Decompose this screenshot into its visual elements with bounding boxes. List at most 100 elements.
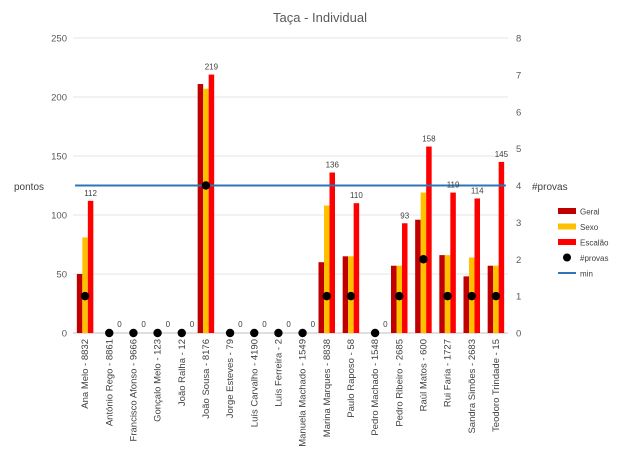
data-label: 0 (117, 320, 122, 329)
y2-tick-label: 1 (516, 292, 521, 303)
provas-marker (491, 291, 501, 301)
x-tick-label: Paulo Raposo - 58 (346, 339, 357, 418)
data-label: 112 (84, 189, 97, 198)
bar-escalão (353, 203, 360, 333)
legend: Geral Sexo Escalão #provas min (558, 208, 609, 279)
x-tick-label: Gonçalo Melo - 123 (153, 339, 164, 422)
legend-label: Escalão (580, 239, 609, 248)
provas-marker (105, 328, 114, 338)
data-label: 0 (190, 320, 195, 329)
provas-marker (250, 328, 259, 338)
y2-tick-label: 3 (516, 218, 521, 229)
data-label: 219 (205, 63, 219, 72)
provas-marker (153, 328, 162, 338)
bar-geral (463, 276, 469, 333)
data-label: 136 (326, 161, 340, 170)
x-tick-label: Ana Melo - 8832 (80, 339, 91, 409)
provas-marker (177, 328, 186, 338)
legend-label: Sexo (580, 223, 599, 232)
bar-escalão (426, 146, 432, 333)
bar-escalão (87, 200, 94, 333)
x-tick-label: Teodoro Trindade - 15 (491, 339, 502, 432)
bar-escalão (450, 192, 456, 333)
bar-geral (197, 84, 204, 334)
x-tick-label: Luís Ferreira - 2 (273, 339, 284, 407)
y2-tick-label: 5 (516, 144, 521, 155)
provas-marker (346, 291, 356, 301)
data-label: 0 (166, 320, 171, 329)
y-tick-label: 50 (56, 270, 67, 281)
bar-geral (318, 262, 324, 333)
bar-geral (342, 256, 349, 333)
legend-swatch (563, 253, 571, 262)
bar-sexo (324, 205, 330, 333)
y-tick-label: 200 (51, 93, 67, 104)
bar-geral (76, 274, 83, 333)
bar-escalão (498, 161, 505, 333)
y2-tick-label: 0 (516, 329, 521, 340)
data-label: 0 (141, 320, 146, 329)
provas-marker (370, 328, 380, 338)
legend-label: min (580, 270, 593, 279)
x-tick-label: João Ralha - 12 (177, 339, 188, 406)
data-label: 119 (447, 181, 460, 190)
x-tick-label: Manuela Machado - 1549 (298, 339, 309, 447)
x-tick-label: Raúl Matos - 600 (418, 339, 429, 411)
grid-lines (73, 37, 508, 334)
bar-geral (415, 219, 421, 333)
data-label: 158 (422, 135, 436, 144)
provas-marker (129, 328, 138, 338)
provas-marker (201, 181, 211, 190)
x-tick-label: Sandra Simões - 2683 (467, 339, 478, 434)
bar-escalão (474, 198, 480, 333)
legend-label: Geral (580, 208, 600, 217)
bar-geral (487, 265, 494, 333)
provas-marker (467, 291, 476, 301)
data-label: 0 (383, 320, 388, 329)
data-label: 93 (400, 211, 409, 220)
provas-markers (80, 181, 501, 338)
provas-marker (225, 328, 235, 338)
x-tick-label: Jorge Esteves - 79 (225, 339, 236, 418)
x-tick-label: Francisco Afonso - 9666 (128, 339, 139, 441)
y2-tick-label: 8 (516, 34, 521, 45)
y-tick-label: 150 (51, 152, 67, 163)
legend-swatch (558, 239, 576, 245)
x-tick-label: Rui Faria - 1727 (443, 339, 454, 407)
provas-marker (322, 291, 331, 301)
provas-marker (80, 291, 90, 301)
y2-tick-label: 4 (516, 181, 521, 192)
x-tick-label: Luís Carvalho - 4190 (249, 339, 260, 427)
y-tick-label: 0 (62, 329, 67, 340)
bar-geral (439, 255, 445, 333)
provas-marker (443, 291, 452, 301)
y-tick-label: 100 (51, 211, 67, 222)
legend-swatch (558, 208, 576, 214)
legend-label: #provas (580, 254, 608, 263)
provas-marker (298, 328, 307, 338)
data-label: 114 (471, 186, 484, 195)
provas-marker (419, 255, 428, 264)
bars (76, 74, 505, 334)
data-label: 0 (311, 320, 316, 329)
bar-sexo (203, 88, 209, 334)
bar-geral (391, 265, 397, 333)
data-label: 110 (350, 191, 363, 200)
x-tick-label: António Rego - 8861 (104, 339, 115, 426)
bar-escalão (208, 74, 215, 333)
y2-tick-label: 2 (516, 255, 521, 266)
data-label: 0 (286, 320, 291, 329)
data-label: 0 (262, 320, 267, 329)
x-tick-label: João Sousa - 8176 (201, 339, 212, 419)
x-tick-label: Pedro Machado - 1548 (370, 339, 381, 436)
chart-title: Taça - Individual (273, 10, 367, 25)
data-labels: 112 0 0 0 0 219 0 0 0 0 136 110 0 93 158 119 114 145 (84, 63, 508, 329)
legend-swatch (558, 223, 576, 230)
y-axis-title: pontos (14, 182, 44, 193)
y2-axis-title: #provas (532, 182, 568, 193)
data-label: 0 (238, 320, 243, 329)
bar-escalão (402, 223, 408, 333)
y2-tick-label: 7 (516, 70, 521, 81)
y-tick-label: 250 (51, 34, 67, 45)
